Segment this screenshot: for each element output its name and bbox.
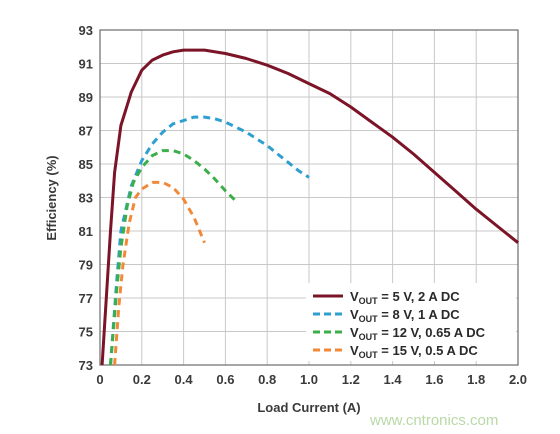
x-tick-label: 0.6 — [216, 372, 234, 387]
y-tick-label: 85 — [79, 157, 93, 172]
series-line-2 — [109, 115, 310, 366]
y-tick-label: 91 — [79, 57, 93, 72]
x-tick-label: 1.6 — [425, 372, 443, 387]
legend-label-3: VOUT = 12 V, 0.65 A DC — [350, 325, 486, 342]
y-tick-label: 89 — [79, 90, 93, 105]
y-tick-label: 77 — [79, 291, 93, 306]
y-tick-label: 93 — [79, 23, 93, 38]
tick-labels: 0 0.2 0.4 0.6 0.8 1.0 1.2 1.4 1.6 1.8 2.0 73 75 77 79 8… — [79, 23, 528, 387]
series-group — [100, 48, 519, 366]
x-tick-label: 0 — [96, 372, 103, 387]
x-tick-label: 0.4 — [175, 372, 194, 387]
series-line-3 — [109, 149, 237, 366]
series-line-1 — [100, 48, 519, 366]
y-tick-label: 73 — [79, 358, 93, 373]
x-tick-label: 2.0 — [509, 372, 527, 387]
x-tick-label: 1.8 — [467, 372, 485, 387]
legend-label-4: VOUT = 15 V, 0.5 A DC — [350, 343, 478, 360]
y-tick-label: 81 — [79, 224, 93, 239]
y-tick-label: 83 — [79, 191, 93, 206]
x-tick-label: 0.2 — [133, 372, 151, 387]
y-axis-title: Efficiency (%) — [44, 155, 59, 240]
series-line-4 — [113, 180, 206, 366]
legend-label-2: VOUT = 8 V, 1 A DC — [350, 307, 460, 324]
legend-label-1: VOUT = 5 V, 2 A DC — [350, 289, 460, 306]
y-tick-label: 87 — [79, 124, 93, 139]
axes — [99, 29, 519, 366]
x-tick-label: 1.0 — [300, 372, 318, 387]
x-tick-label: 1.4 — [384, 372, 403, 387]
x-tick-label: 1.2 — [342, 372, 360, 387]
x-tick-label: 0.8 — [258, 372, 276, 387]
watermark: www.cntronics.com — [369, 412, 498, 429]
x-axis-title: Load Current (A) — [257, 400, 360, 415]
y-tick-label: 75 — [79, 325, 93, 340]
plot-frame — [99, 29, 519, 366]
y-tick-label: 79 — [79, 258, 93, 273]
